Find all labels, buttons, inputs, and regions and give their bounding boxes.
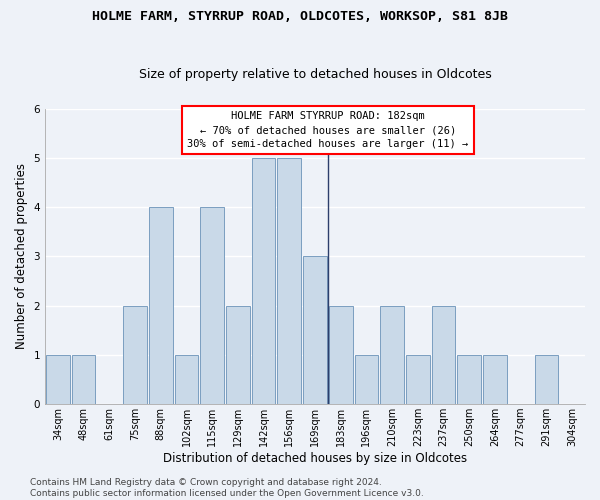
Bar xyxy=(380,306,404,404)
Bar xyxy=(535,355,558,404)
Bar xyxy=(432,306,455,404)
Text: HOLME FARM, STYRRUP ROAD, OLDCOTES, WORKSOP, S81 8JB: HOLME FARM, STYRRUP ROAD, OLDCOTES, WORK… xyxy=(92,10,508,23)
Bar xyxy=(72,355,95,404)
Bar xyxy=(149,207,173,404)
Bar xyxy=(457,355,481,404)
Bar xyxy=(277,158,301,404)
Y-axis label: Number of detached properties: Number of detached properties xyxy=(15,164,28,350)
Bar xyxy=(355,355,378,404)
Bar xyxy=(46,355,70,404)
Bar xyxy=(226,306,250,404)
Bar xyxy=(175,355,198,404)
Bar xyxy=(252,158,275,404)
Text: HOLME FARM STYRRUP ROAD: 182sqm
← 70% of detached houses are smaller (26)
30% of: HOLME FARM STYRRUP ROAD: 182sqm ← 70% of… xyxy=(187,111,469,149)
Bar xyxy=(303,256,327,404)
Title: Size of property relative to detached houses in Oldcotes: Size of property relative to detached ho… xyxy=(139,68,491,81)
Bar xyxy=(123,306,147,404)
Bar xyxy=(483,355,507,404)
X-axis label: Distribution of detached houses by size in Oldcotes: Distribution of detached houses by size … xyxy=(163,452,467,465)
Bar xyxy=(406,355,430,404)
Bar xyxy=(200,207,224,404)
Bar xyxy=(329,306,353,404)
Text: Contains HM Land Registry data © Crown copyright and database right 2024.
Contai: Contains HM Land Registry data © Crown c… xyxy=(30,478,424,498)
